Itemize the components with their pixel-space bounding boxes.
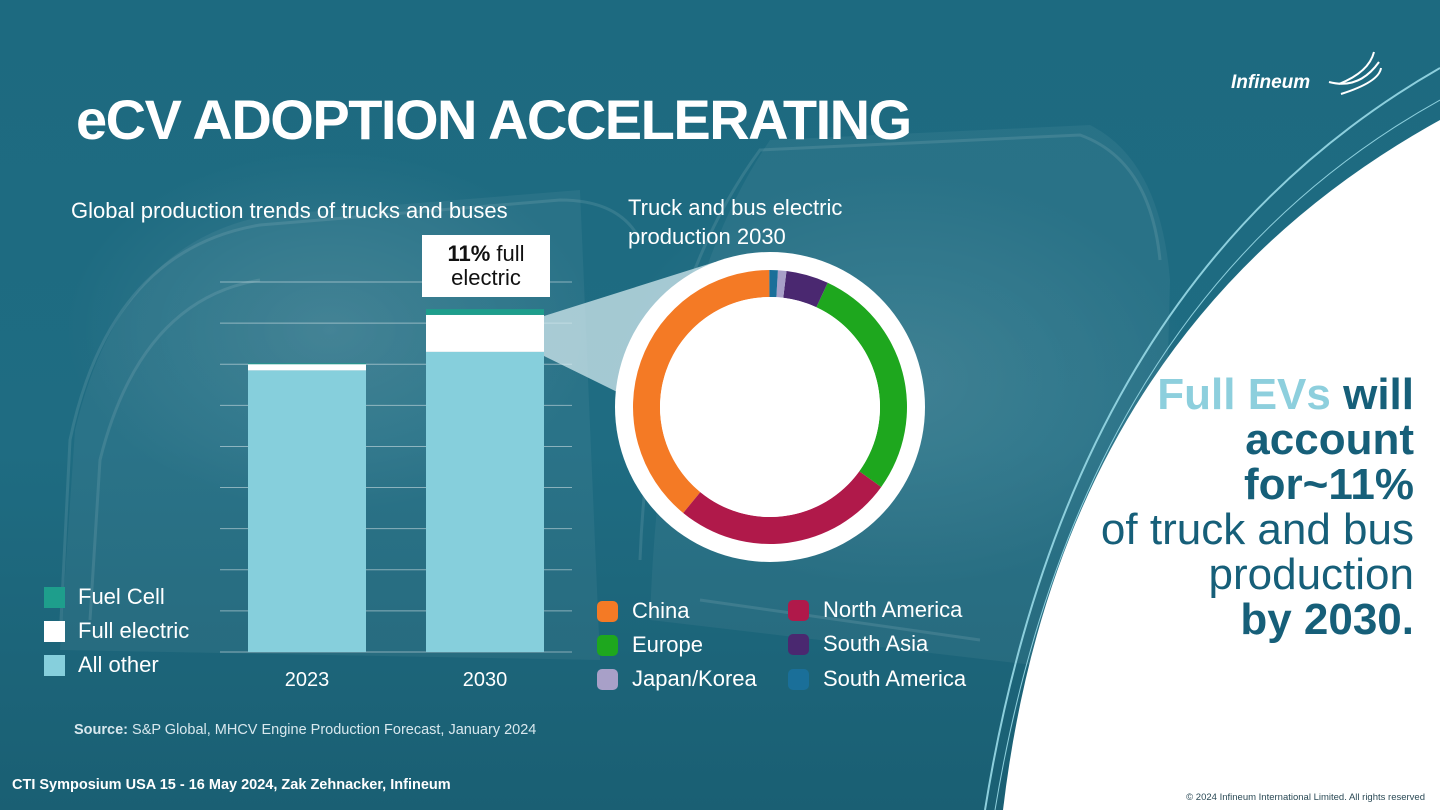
bar-segment-fuel-cell-2023 (248, 363, 366, 365)
donut-slice-europe (816, 282, 907, 487)
legend-item-south-asia: South Asia (788, 631, 928, 657)
donut-slice-south-america (769, 270, 778, 298)
legend-item-fuel-cell: Fuel Cell (44, 580, 189, 614)
x-tick-2023: 2023 (285, 669, 330, 691)
legend-swatch (597, 634, 618, 656)
legend-label: Japan/Korea (632, 666, 757, 691)
bar-segment-all-other-2023 (248, 370, 366, 652)
legend-label: China (632, 598, 690, 623)
bar-segment-full-electric-2030 (426, 314, 544, 352)
legend-item-north-america: North America (788, 597, 962, 623)
message-line1: will (1330, 370, 1414, 419)
legend-swatch (44, 586, 65, 608)
source-note: Source: S&P Global, MHCV Engine Producti… (74, 722, 536, 738)
donut-hole (660, 297, 880, 517)
legend-swatch (597, 668, 618, 690)
callout-line2: electric (451, 265, 521, 290)
donut-slice-north-america (683, 471, 882, 544)
message-line3: for~11% (1244, 460, 1414, 509)
legend-swatch (597, 600, 618, 622)
legend-item-all-other: All other (44, 648, 189, 682)
legend-item-japan-korea: Japan/Korea (597, 666, 757, 692)
bar-series (248, 309, 544, 652)
bar-segment-fuel-cell-2030 (426, 309, 544, 315)
message-line5: production (1208, 550, 1414, 599)
full-electric-callout: 11% full electric (422, 235, 550, 297)
donut-chart-subtitle: Truck and bus electric production 2030 (628, 195, 843, 249)
legend-label: South Asia (823, 631, 929, 656)
legend-swatch (44, 620, 65, 642)
bar-legend: Fuel Cell Full electric All other (44, 580, 189, 682)
footer-event: CTI Symposium USA 15 - 16 May 2024, Zak … (12, 777, 451, 793)
legend-item-china: China (597, 598, 689, 624)
donut-chart (633, 270, 907, 544)
page-title: eCV ADOPTION ACCELERATING (76, 88, 912, 151)
legend-item-south-america: South America (788, 666, 966, 692)
message-line4: of truck and bus (1100, 505, 1414, 554)
legend-swatch (788, 599, 809, 621)
infineum-swoosh-icon (1328, 51, 1382, 95)
callout-rest: full (490, 241, 525, 266)
source-label: Source: (74, 722, 128, 738)
legend-label: Fuel Cell (78, 584, 165, 609)
legend-item-full-electric: Full electric (44, 614, 189, 648)
legend-swatch (788, 668, 809, 690)
callout-percent: 11% (447, 241, 491, 266)
logo-text: Infineum (1231, 72, 1311, 93)
bar-segment-full-electric-2023 (248, 364, 366, 371)
legend-item-europe: Europe (597, 632, 703, 658)
bar-chart-subtitle: Global production trends of trucks and b… (71, 198, 508, 223)
donut-slice-south-asia (783, 270, 828, 308)
donut-slice-china (633, 270, 770, 513)
x-tick-2030: 2030 (463, 669, 508, 691)
donut-slice-japan-korea (776, 270, 787, 298)
legend-label: North America (823, 597, 963, 622)
legend-label: Full electric (78, 618, 190, 643)
legend-swatch (44, 654, 65, 676)
legend-swatch (788, 633, 809, 655)
legend-label: South America (823, 666, 967, 691)
copyright: © 2024 Infineum International Limited. A… (1186, 792, 1425, 803)
source-text: S&P Global, MHCV Engine Production Forec… (128, 722, 537, 738)
message-accent: Full EVs (1157, 370, 1331, 419)
infineum-logo: Infineum (1229, 42, 1384, 98)
legend-label: Europe (632, 632, 703, 657)
key-message: Full EVs will account for~11% of truck a… (1101, 372, 1414, 642)
bar-segment-all-other-2030 (426, 351, 544, 652)
legend-label: All other (78, 652, 159, 677)
message-line6: by 2030. (1240, 595, 1414, 644)
message-line2: account (1245, 415, 1414, 464)
